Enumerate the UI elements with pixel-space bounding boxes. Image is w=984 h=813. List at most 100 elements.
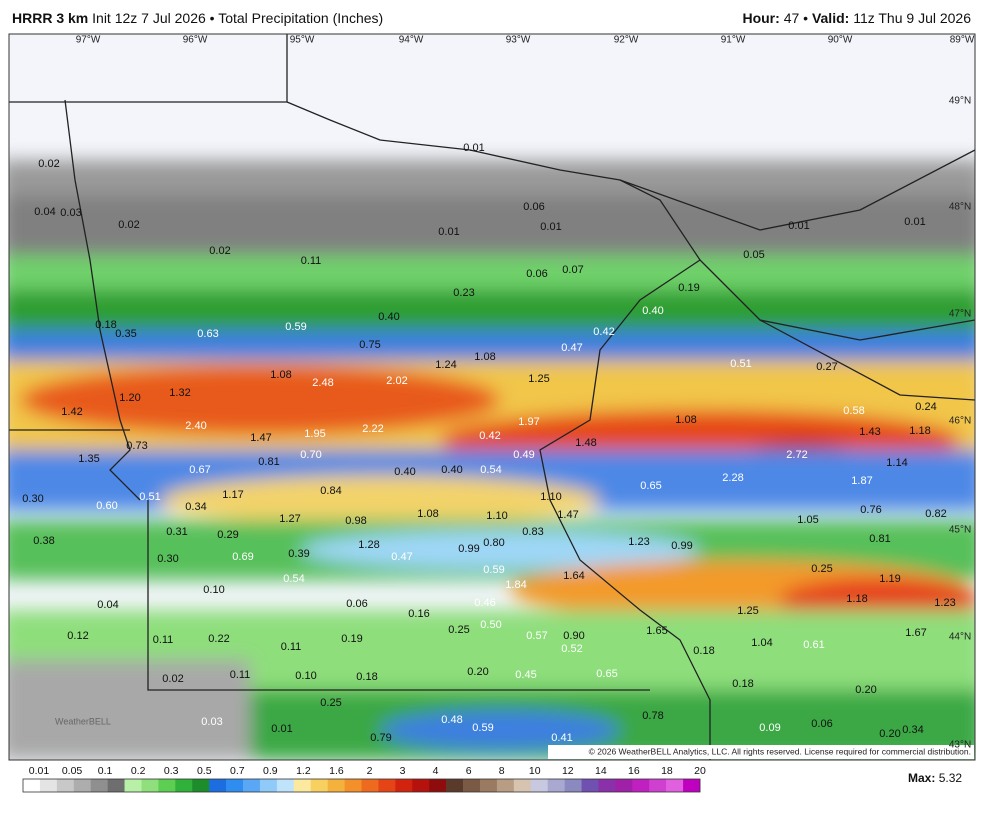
precip-label: 0.69 <box>232 551 253 563</box>
colorbar-swatch <box>395 779 413 792</box>
precip-label: 2.72 <box>786 449 807 461</box>
precip-label: 0.03 <box>60 207 81 219</box>
precip-label: 2.28 <box>722 472 743 484</box>
colorbar-swatch <box>327 779 345 792</box>
precip-label: 0.25 <box>320 697 341 709</box>
colorbar-swatch <box>175 779 193 792</box>
precip-label: 0.09 <box>759 722 780 734</box>
precip-label: 0.06 <box>523 201 544 213</box>
colorbar-label: 18 <box>661 765 673 777</box>
colorbar-swatch <box>378 779 396 792</box>
precip-label: 0.11 <box>230 669 251 681</box>
precip-label: 0.02 <box>209 245 230 257</box>
max-label: Max: <box>908 771 935 785</box>
precip-label: 1.19 <box>879 573 900 585</box>
precip-label: 0.82 <box>925 508 946 520</box>
precip-label: 0.30 <box>157 553 178 565</box>
latitude-label: 44°N <box>949 632 971 643</box>
precip-label: 0.54 <box>283 573 304 585</box>
precip-label: 0.18 <box>95 319 116 331</box>
precip-label: 0.73 <box>126 440 147 452</box>
precip-label: 0.46 <box>474 597 495 609</box>
colorbar-swatch <box>361 779 379 792</box>
colorbar-label: 20 <box>694 765 706 777</box>
colorbar-swatch <box>158 779 176 792</box>
colorbar-swatch <box>39 779 58 792</box>
colorbar-swatch <box>310 779 328 792</box>
precip-label: 1.42 <box>61 406 82 418</box>
precip-label: 0.01 <box>463 142 484 154</box>
map: WeatherBELL <box>9 34 975 760</box>
precip-label: 0.34 <box>185 501 206 513</box>
colorbar-swatch <box>226 779 244 792</box>
precip-label: 0.50 <box>480 619 501 631</box>
colorbar-label: 12 <box>562 765 574 777</box>
precip-label: 0.90 <box>563 630 584 642</box>
latitude-label: 46°N <box>949 416 971 427</box>
precip-label: 0.20 <box>879 728 900 740</box>
valid: 11z Thu 9 Jul 2026 <box>853 10 971 26</box>
precip-label: 0.01 <box>788 220 809 232</box>
colorbar-swatch <box>683 779 701 792</box>
precip-label: 0.06 <box>526 268 547 280</box>
precip-label: 1.35 <box>78 453 99 465</box>
precip-label: 0.57 <box>526 630 547 642</box>
valid-label: Valid: <box>812 10 849 26</box>
precip-label: 0.70 <box>300 449 321 461</box>
precip-label: 1.08 <box>417 508 438 520</box>
precip-label: 0.40 <box>378 311 399 323</box>
colorbar-swatch <box>581 779 599 792</box>
precip-label: 0.61 <box>803 639 824 651</box>
precip-label: 1.97 <box>518 416 539 428</box>
precip-label: 0.80 <box>483 537 504 549</box>
precip-label: 0.02 <box>38 158 59 170</box>
colorbar-label: 2 <box>367 765 373 777</box>
precip-label: 0.45 <box>515 669 536 681</box>
precip-label: 0.59 <box>483 564 504 576</box>
colorbar-label: 8 <box>499 765 505 777</box>
header: HRRR 3 km Init 12z 7 Jul 2026 • Total Pr… <box>12 10 971 26</box>
latitude-label: 43°N <box>949 740 971 751</box>
precip-label: 1.24 <box>435 359 456 371</box>
colorbar-swatch <box>107 779 125 792</box>
precip-label: 0.29 <box>217 529 238 541</box>
precip-label: 1.04 <box>751 637 772 649</box>
separator: • <box>210 10 215 26</box>
colorbar-swatch <box>463 779 481 792</box>
precip-label: 1.20 <box>119 392 140 404</box>
colorbar-swatch <box>649 779 667 792</box>
colorbar-swatch <box>530 779 548 792</box>
precip-label: 0.81 <box>258 456 279 468</box>
precip-label: 0.75 <box>359 339 380 351</box>
colorbar-label: 3 <box>400 765 406 777</box>
colorbar-label: 0.2 <box>131 765 146 777</box>
colorbar-label: 0.5 <box>197 765 212 777</box>
precip-label: 1.08 <box>270 369 291 381</box>
precip-label: 0.02 <box>118 219 139 231</box>
precip-label: 0.30 <box>22 493 43 505</box>
precip-label: 0.81 <box>869 533 890 545</box>
colorbar-label: 14 <box>595 765 607 777</box>
colorbar-swatch <box>615 779 633 792</box>
precip-label: 0.79 <box>370 732 391 744</box>
precip-label: 0.11 <box>281 641 302 653</box>
colorbar-swatch <box>632 779 650 792</box>
hour-label: Hour: <box>742 10 779 26</box>
colorbar-swatch <box>23 779 41 792</box>
valid-time: Hour: 47 • Valid: 11z Thu 9 Jul 2026 <box>742 10 971 26</box>
precip-label: 0.01 <box>904 216 925 228</box>
precip-label: 0.04 <box>97 599 118 611</box>
precip-label: 1.87 <box>851 475 872 487</box>
precip-label: 0.25 <box>811 563 832 575</box>
precip-label: 0.51 <box>139 491 160 503</box>
colorbar-swatch <box>547 779 565 792</box>
precip-label: 0.54 <box>480 464 501 476</box>
max: Max: 5.32 <box>908 771 962 785</box>
borders <box>9 34 975 760</box>
colorbar-swatch <box>276 779 295 792</box>
colorbar-label: 1.2 <box>296 765 311 777</box>
precip-label: 1.10 <box>486 510 507 522</box>
precip-label: 0.40 <box>441 464 462 476</box>
precip-label: 0.40 <box>394 466 415 478</box>
precip-label: 1.23 <box>934 597 955 609</box>
